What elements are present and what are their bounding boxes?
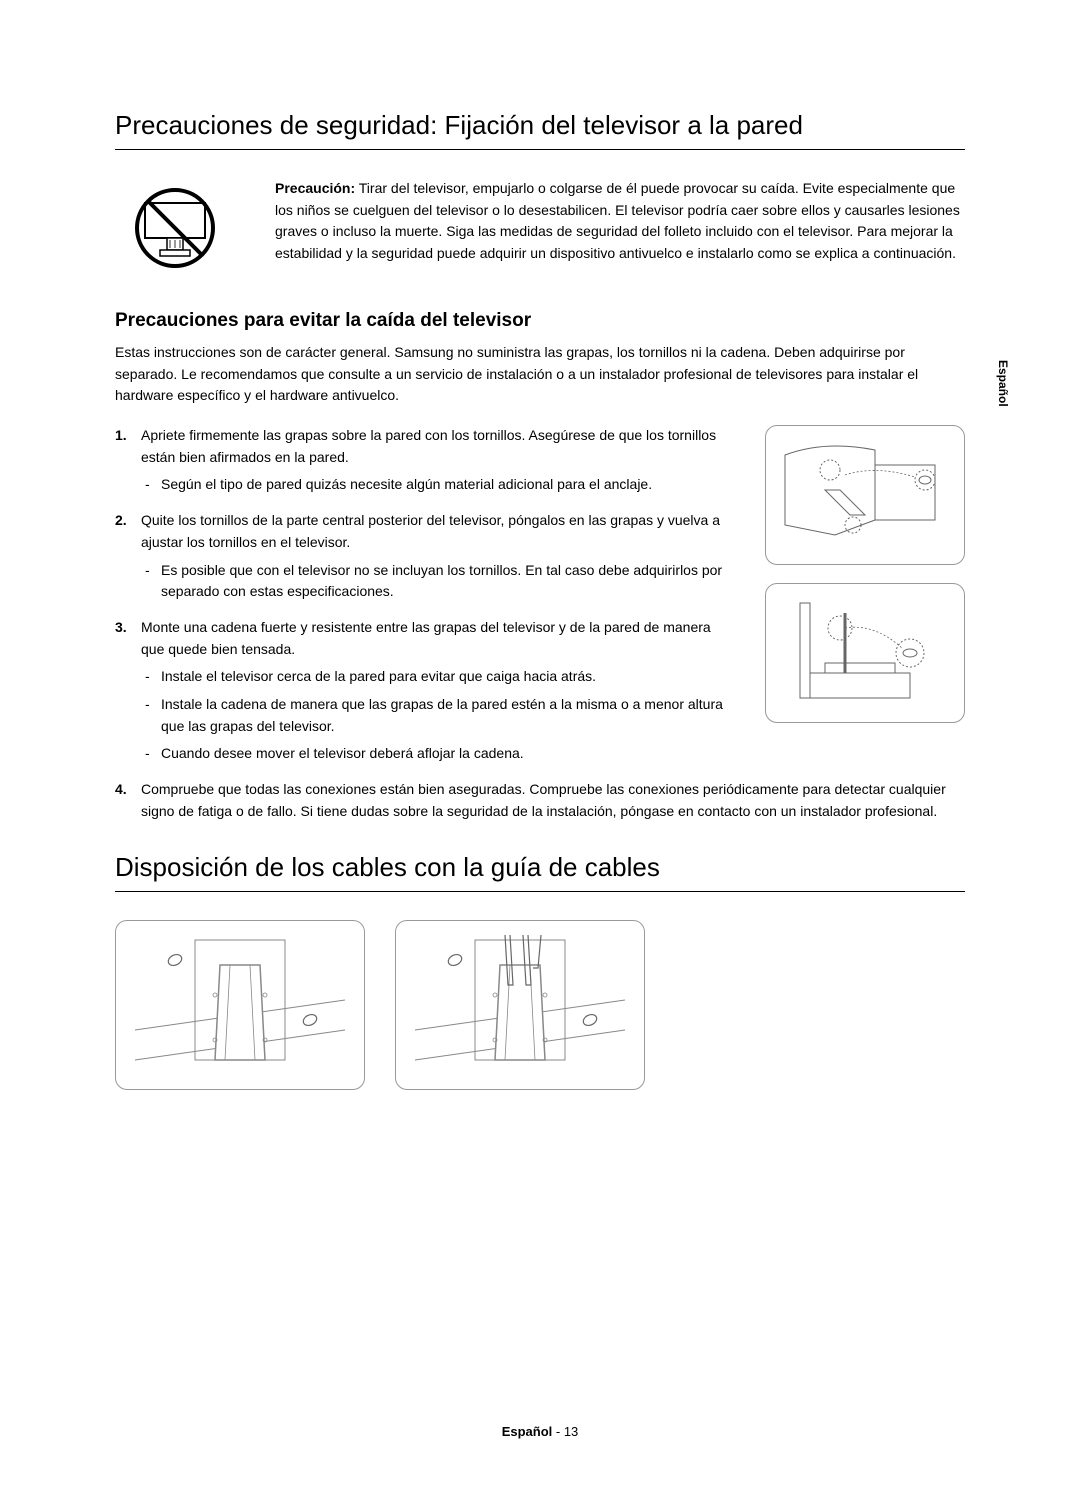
step-3: Monte una cadena fuerte y resistente ent…: [115, 617, 735, 765]
step-4: Compruebe que todas las conexiones están…: [115, 779, 965, 822]
caution-row: Precaución: Tirar del televisor, empujar…: [115, 178, 965, 278]
section-title-cables: Disposición de los cables con la guía de…: [115, 852, 965, 892]
wall-mount-diagram-2: [765, 583, 965, 723]
diagrams-column: [765, 425, 965, 779]
step-text: Monte una cadena fuerte y resistente ent…: [141, 619, 711, 657]
step-sub: Cuando desee mover el televisor deberá a…: [141, 743, 735, 765]
language-tab: Español: [996, 360, 1010, 407]
subheading-precautions: Precauciones para evitar la caída del te…: [115, 310, 965, 332]
step-text: Apriete firmemente las grapas sobre la p…: [141, 427, 716, 465]
step-sub: Instale el televisor cerca de la pared p…: [141, 666, 735, 688]
footer-lang: Español: [502, 1424, 553, 1439]
step-2: Quite los tornillos de la parte central …: [115, 510, 735, 603]
step-sub: Según el tipo de pared quizás necesite a…: [141, 474, 735, 496]
cable-guide-diagram-2: [395, 920, 645, 1090]
caution-body: Tirar del televisor, empujarlo o colgars…: [275, 180, 960, 261]
step-sub: Es posible que con el televisor no se in…: [141, 560, 735, 603]
no-tipping-icon: [115, 178, 235, 278]
footer-sep: -: [552, 1424, 564, 1439]
step-sub: Instale la cadena de manera que las grap…: [141, 694, 735, 737]
step-text: Quite los tornillos de la parte central …: [141, 512, 720, 550]
section-title-safety: Precauciones de seguridad: Fijación del …: [115, 110, 965, 150]
caution-text: Precaución: Tirar del televisor, empujar…: [275, 178, 965, 278]
intro-text: Estas instrucciones son de carácter gene…: [115, 342, 965, 407]
caution-label: Precaución:: [275, 180, 355, 196]
step-1: Apriete firmemente las grapas sobre la p…: [115, 425, 735, 496]
footer-page: 13: [564, 1424, 578, 1439]
page-footer: Español - 13: [0, 1424, 1080, 1439]
cable-diagrams-row: [115, 920, 965, 1090]
steps-container: Apriete firmemente las grapas sobre la p…: [115, 425, 735, 779]
wall-mount-diagram-1: [765, 425, 965, 565]
cable-guide-diagram-1: [115, 920, 365, 1090]
